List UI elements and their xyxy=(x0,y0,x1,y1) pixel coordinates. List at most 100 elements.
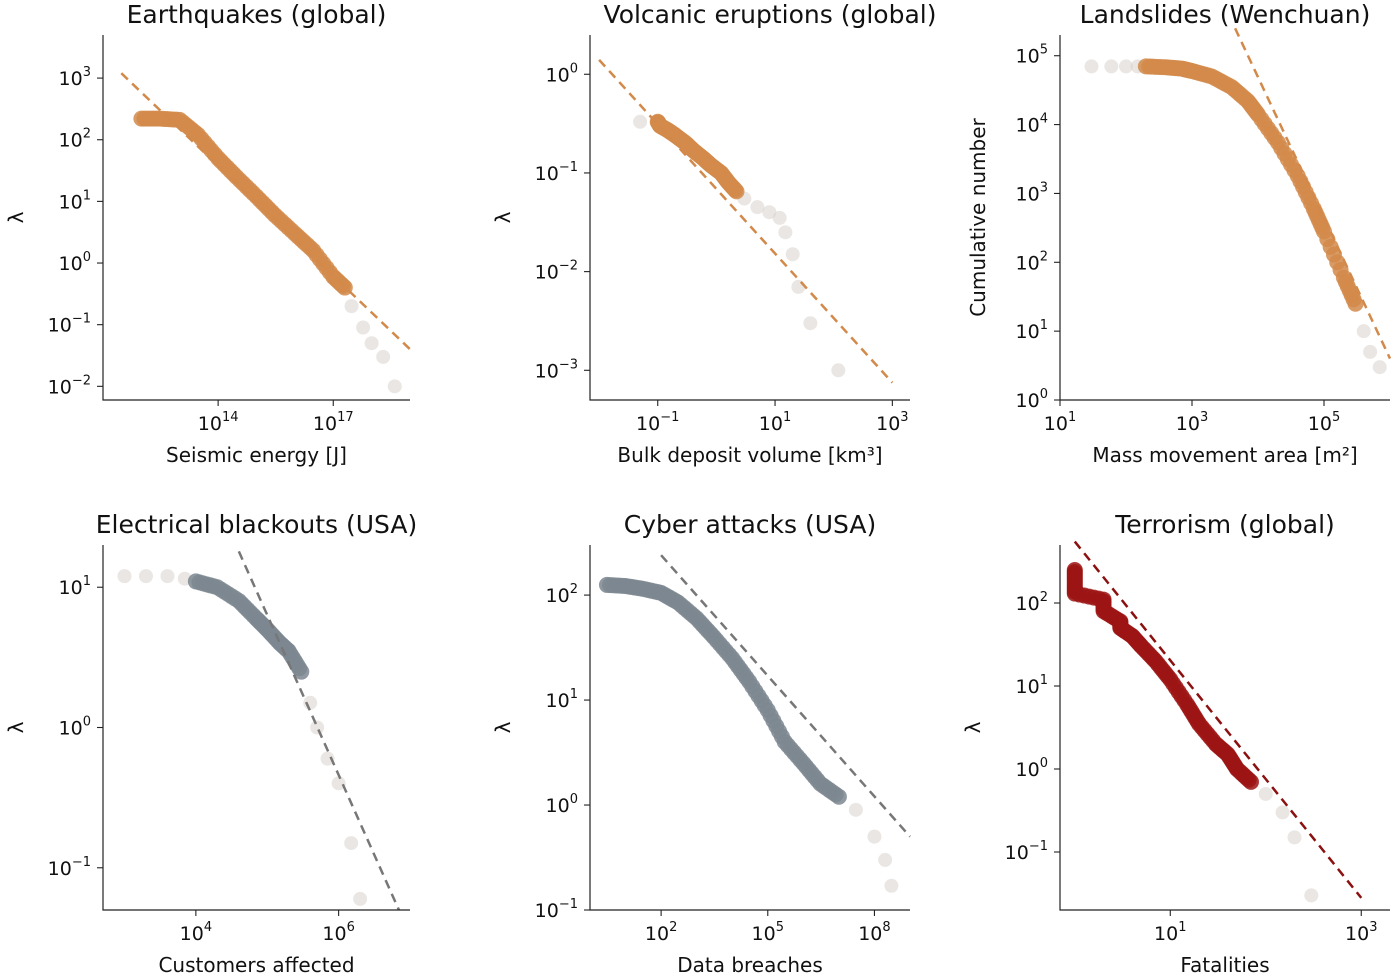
y-tick-label: 10−1 xyxy=(48,312,91,337)
chart-title: Terrorism (global) xyxy=(1114,510,1335,539)
x-tick-label: 105 xyxy=(752,920,784,945)
y-tick-label: 101 xyxy=(1016,673,1048,698)
axes xyxy=(102,35,410,401)
panel-2: 10−1 101 103 10−3 10−2 10−1 100 Volcanic erupti… xyxy=(491,0,936,467)
power-law-fit-line xyxy=(120,72,411,351)
x-tick-label: 105 xyxy=(1308,410,1340,435)
y-tick-label: 105 xyxy=(1016,43,1048,68)
x-tick-label: 108 xyxy=(858,920,890,945)
axes xyxy=(589,35,910,401)
y-tick-label: 100 xyxy=(546,792,578,817)
power-law-fit-line xyxy=(1233,27,1392,360)
y-tick-label: 104 xyxy=(1016,112,1048,137)
faded-data-point xyxy=(331,776,346,791)
y-tick-label: 100 xyxy=(1016,387,1048,412)
faded-data-point xyxy=(633,114,648,129)
y-tick-label: 102 xyxy=(1016,249,1048,274)
x-tick-label: 103 xyxy=(1176,410,1208,435)
power-law-fit-line xyxy=(1073,540,1363,899)
faded-data-point xyxy=(750,200,765,215)
x-axis-label: Customers affected xyxy=(158,953,354,977)
faded-points xyxy=(117,569,368,906)
x-tick-label: 106 xyxy=(322,920,354,945)
faded-data-point xyxy=(344,836,359,851)
y-tick-label: 100 xyxy=(59,715,91,740)
faded-data-point xyxy=(353,891,368,906)
y-tick-label: 101 xyxy=(59,188,91,213)
axes xyxy=(1059,545,1390,911)
y-axis-label: λ xyxy=(4,721,28,733)
power-law-fit-line xyxy=(237,550,401,911)
x-tick-label: 103 xyxy=(1345,920,1377,945)
panel-5: 102 105 108 10−1 100 101 102 Cyber attacks (USA… xyxy=(491,510,911,977)
faded-data-point xyxy=(867,829,882,844)
faded-data-point xyxy=(803,316,818,331)
chart-title: Cyber attacks (USA) xyxy=(624,510,876,539)
x-axis-label: Mass movement area [m²] xyxy=(1092,443,1357,467)
x-tick-label: 1014 xyxy=(198,410,239,435)
y-axis-label: λ xyxy=(961,721,985,733)
y-tick-label: 100 xyxy=(546,61,578,86)
data-point xyxy=(1242,773,1259,790)
y-axis-label: λ xyxy=(491,721,515,733)
faded-data-point xyxy=(831,363,846,378)
faded-data-point xyxy=(848,802,863,817)
faded-data-point xyxy=(1084,59,1099,74)
data-points xyxy=(598,576,847,805)
data-points xyxy=(1137,58,1364,312)
faded-data-point xyxy=(1104,59,1119,74)
faded-data-point xyxy=(376,349,391,364)
x-tick-label: 104 xyxy=(180,920,212,945)
faded-data-point xyxy=(1363,344,1378,359)
y-tick-label: 10−1 xyxy=(535,160,578,185)
faded-data-point xyxy=(772,210,787,225)
y-axis-label: Cumulative number xyxy=(966,117,990,316)
axes xyxy=(589,545,910,911)
x-tick-label: 101 xyxy=(1154,920,1186,945)
faded-points xyxy=(344,299,402,394)
y-tick-label: 102 xyxy=(546,582,578,607)
y-tick-label: 10−1 xyxy=(1005,839,1048,864)
faded-data-point xyxy=(1304,888,1319,903)
data-points xyxy=(187,573,310,680)
y-tick-label: 100 xyxy=(59,250,91,275)
chart-title: Electrical blackouts (USA) xyxy=(96,510,417,539)
faded-data-point xyxy=(778,225,793,240)
data-point xyxy=(1347,295,1364,312)
x-axis-label: Seismic energy [J] xyxy=(166,443,347,467)
y-axis-label: λ xyxy=(4,211,28,223)
faded-points xyxy=(1084,59,1387,375)
faded-data-point xyxy=(160,569,175,584)
faded-data-point xyxy=(1356,324,1371,339)
data-point xyxy=(830,788,847,805)
chart-title: Volcanic eruptions (global) xyxy=(604,0,937,29)
panel-6: 101 103 10−1 100 101 102 Terrorism (global) Fat… xyxy=(961,510,1390,977)
y-tick-label: 101 xyxy=(59,574,91,599)
x-tick-label: 103 xyxy=(876,410,908,435)
data-points xyxy=(133,110,353,296)
faded-points xyxy=(633,114,846,378)
faded-data-point xyxy=(1275,805,1290,820)
faded-data-point xyxy=(785,247,800,262)
panel-4: 104 106 10−1 100 101 Electrical blackouts (US… xyxy=(4,510,417,977)
faded-data-point xyxy=(878,852,893,867)
x-tick-label: 102 xyxy=(645,920,677,945)
x-tick-label: 10−1 xyxy=(636,410,679,435)
y-tick-label: 103 xyxy=(1016,180,1048,205)
faded-points xyxy=(848,802,899,893)
y-tick-label: 10−2 xyxy=(48,373,91,398)
y-tick-label: 102 xyxy=(1016,590,1048,615)
x-axis-label: Fatalities xyxy=(1180,953,1269,977)
power-law-fit-line xyxy=(598,59,894,384)
x-tick-label: 101 xyxy=(1044,410,1076,435)
faded-data-point xyxy=(762,205,777,220)
faded-data-point xyxy=(356,320,371,335)
faded-data-point xyxy=(138,569,153,584)
faded-data-point xyxy=(364,336,379,351)
y-tick-label: 10−1 xyxy=(48,855,91,880)
chart-title: Landslides (Wenchuan) xyxy=(1080,0,1371,29)
y-tick-label: 10−3 xyxy=(535,357,578,382)
faded-data-point xyxy=(1258,786,1273,801)
faded-data-point xyxy=(117,569,132,584)
